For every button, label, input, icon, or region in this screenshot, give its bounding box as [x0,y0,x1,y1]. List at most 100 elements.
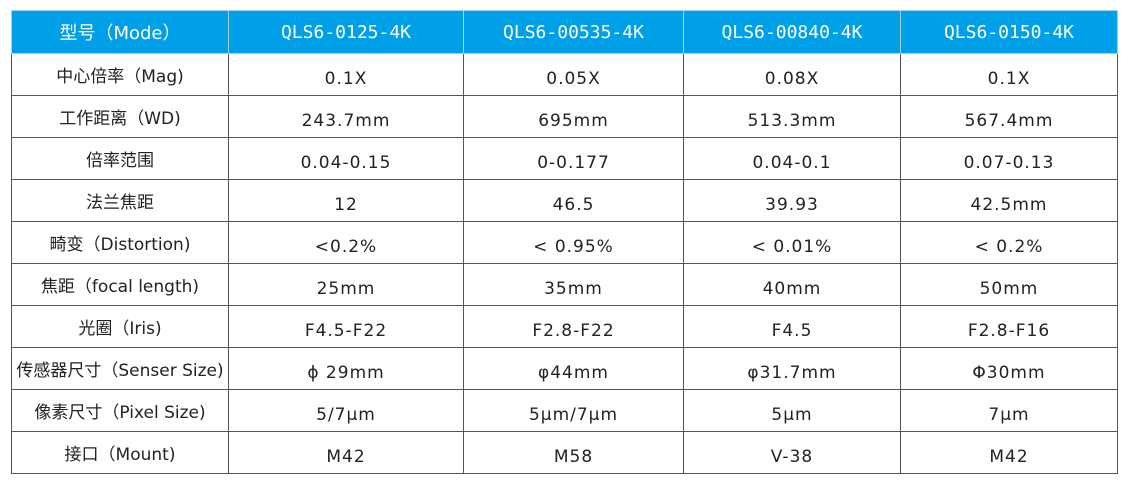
spec-value: < 0.2% [900,221,1118,264]
label-header: 型号（Mode） [11,10,229,54]
spec-value: 39.93 [683,179,901,222]
spec-value: 12 [228,179,464,222]
table-row: 畸变（Distortion) <0.2% < 0.95% < 0.01% < 0.2% [11,221,1118,264]
value-text: F2.8-F22 [532,320,615,341]
value-text: 40mm [762,278,822,299]
value-text: 25mm [316,278,376,299]
label-text: 焦距（focal length) [40,277,200,297]
value-text: 0.08X [764,68,820,89]
label-text: 倍率范围 [86,151,154,171]
value-text: M58 [553,446,594,467]
value-text: < 0.01% [751,236,833,257]
spec-value: Φ30mm [900,347,1118,390]
spec-value: < 0.95% [463,221,684,264]
value-text: M42 [989,446,1029,467]
value-text: < 0.2% [974,236,1044,257]
value-text: 46.5 [552,194,595,215]
table-row: 光圈（Iris) F4.5-F22 F2.8-F22 F4.5 F2.8-F16 [11,305,1118,348]
table-row: 法兰焦距 12 46.5 39.93 42.5mm [11,179,1118,222]
value-text: F2.8-F16 [967,320,1051,341]
spec-value: 513.3mm [683,95,901,138]
value-text: 42.5mm [970,194,1048,215]
spec-value: 25mm [228,263,464,306]
spec-value: V-38 [683,431,901,474]
value-text: φ44mm [538,362,609,383]
spec-value: ϕ 29mm [228,347,464,390]
spec-value: 5μm [683,389,901,432]
label-text: 中心倍率（Mag) [56,67,184,87]
value-text: <0.2% [314,236,378,257]
value-text: < 0.95% [533,236,614,257]
spec-label: 畸变（Distortion) [11,221,229,264]
spec-label: 工作距离（WD) [11,95,229,138]
spec-value: 40mm [683,263,901,306]
spec-value: 0-0.177 [463,137,684,180]
spec-value: M58 [463,431,684,474]
spec-value: 567.4mm [900,95,1118,138]
spec-value: 42.5mm [900,179,1118,222]
value-text: 7μm [988,404,1030,425]
value-text: 35mm [544,278,603,299]
value-text: 695mm [538,110,609,131]
table-row: 焦距（focal length) 25mm 35mm 40mm 50mm [11,263,1118,306]
label-text: 法兰焦距 [86,193,154,213]
spec-value: < 0.01% [683,221,901,264]
table-row: 传感器尺寸（Senser Size) ϕ 29mm φ44mm φ31.7mm Φ30m… [11,347,1118,390]
spec-value: 0.08X [683,53,901,96]
spec-value: 50mm [900,263,1118,306]
model-header: QLS6-0150-4K [900,10,1118,54]
value-text: V-38 [770,446,814,467]
table-row: 接口（Mount) M42 M58 V-38 M42 [11,431,1118,474]
label-text: 传感器尺寸（Senser Size) [16,361,224,381]
label-text: 光圈（Iris) [78,319,162,339]
value-text: 0.05X [546,68,601,89]
value-text: 0.1X [324,68,368,89]
spec-value: 695mm [463,95,684,138]
spec-value: 0.1X [228,53,464,96]
spec-value: 0.05X [463,53,684,96]
value-text: 5μm/7μm [528,404,619,425]
value-text: F4.5 [771,320,813,341]
spec-label: 光圈（Iris) [11,305,229,348]
spec-value: 5/7μm [228,389,464,432]
spec-table: 型号（Mode） QLS6-0125-4K QLS6-00535-4K QLS6-00… [11,10,1118,474]
value-text: 0.07-0.13 [963,152,1055,173]
spec-value: F2.8-F22 [463,305,684,348]
spec-value: M42 [228,431,464,474]
value-text: 513.3mm [747,110,837,131]
table-row: 工作距离（WD) 243.7mm 695mm 513.3mm 567.4mm [11,95,1118,138]
model-header: QLS6-0125-4K [228,10,464,54]
spec-value: 35mm [463,263,684,306]
value-text: 5/7μm [316,404,376,425]
spec-value: φ31.7mm [683,347,901,390]
value-text: 567.4mm [964,110,1054,131]
spec-label: 倍率范围 [11,137,229,180]
value-text: 39.93 [765,194,819,215]
spec-value: 46.5 [463,179,684,222]
spec-label: 像素尺寸（Pixel Size) [11,389,229,432]
spec-value: F2.8-F16 [900,305,1118,348]
spec-label: 接口（Mount) [11,431,229,474]
value-text: ϕ 29mm [307,362,385,383]
table-row: 中心倍率（Mag) 0.1X 0.05X 0.08X 0.1X [11,53,1118,96]
spec-label: 焦距（focal length) [11,263,229,306]
value-text: 12 [334,194,358,215]
spec-value: 7μm [900,389,1118,432]
label-text: 工作距离（WD) [59,109,181,129]
spec-value: F4.5-F22 [228,305,464,348]
spec-label: 传感器尺寸（Senser Size) [11,347,229,390]
spec-label: 中心倍率（Mag) [11,53,229,96]
value-text: 50mm [979,278,1039,299]
spec-label: 法兰焦距 [11,179,229,222]
spec-value: <0.2% [228,221,464,264]
spec-value: F4.5 [683,305,901,348]
value-text: φ31.7mm [747,362,837,383]
value-text: 0.04-0.15 [300,152,392,173]
value-text: F4.5-F22 [304,320,388,341]
model-header: QLS6-00840-4K [683,10,901,54]
value-text: 243.7mm [301,110,391,131]
spec-value: φ44mm [463,347,684,390]
table-row: 像素尺寸（Pixel Size) 5/7μm 5μm/7μm 5μm 7μm [11,389,1118,432]
header-row: 型号（Mode） QLS6-0125-4K QLS6-00535-4K QLS6-00… [11,10,1118,54]
value-text: Φ30mm [972,362,1046,383]
